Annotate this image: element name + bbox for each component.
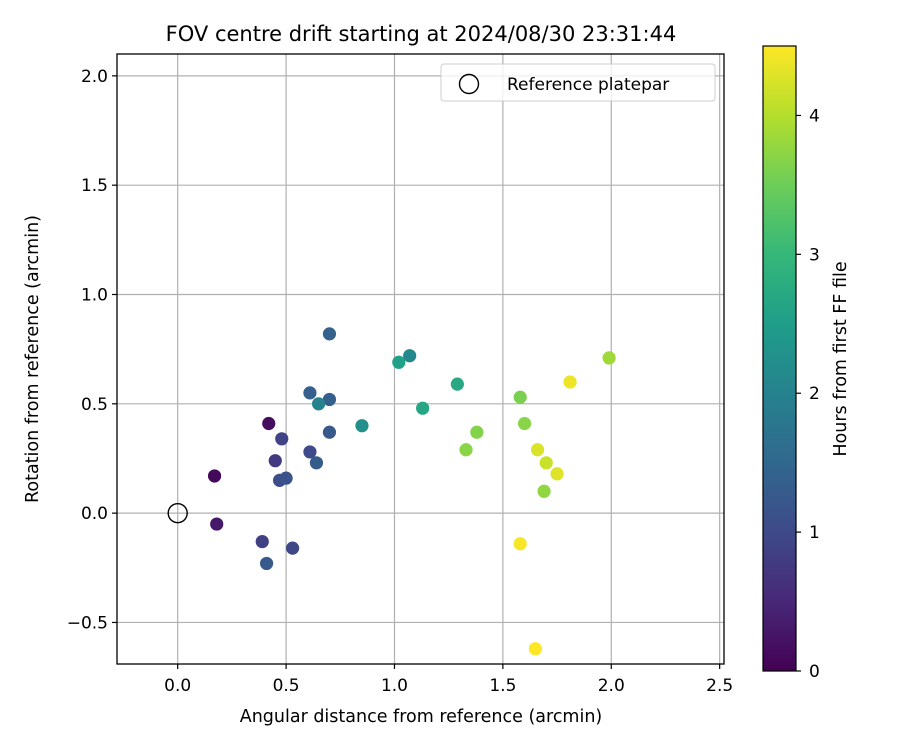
colorbar-label: Hours from first FF file bbox=[831, 261, 851, 456]
data-point bbox=[392, 355, 406, 369]
legend-label-reference: Reference platepar bbox=[507, 75, 669, 95]
data-point bbox=[513, 390, 527, 404]
data-point bbox=[528, 642, 542, 656]
data-point bbox=[322, 392, 337, 407]
y-tick-label: 2.0 bbox=[81, 67, 108, 87]
data-point bbox=[550, 467, 564, 481]
legend: Reference platepar bbox=[440, 63, 716, 102]
data-point bbox=[322, 327, 337, 341]
data-point bbox=[210, 517, 224, 531]
reference-point-marker bbox=[167, 502, 188, 524]
legend-box bbox=[440, 63, 716, 102]
x-axis-ticks: 0.0 0.5 1.0 1.5 2.0 2.5 bbox=[164, 664, 733, 696]
data-points bbox=[207, 327, 616, 656]
data-point bbox=[303, 386, 317, 400]
data-point bbox=[602, 351, 616, 365]
data-point bbox=[539, 456, 553, 470]
data-point bbox=[450, 377, 464, 391]
data-point bbox=[207, 469, 222, 483]
y-tick-label: 1.0 bbox=[81, 286, 108, 306]
x-axis-label: Angular distance from reference (arcmin) bbox=[240, 707, 603, 727]
data-point bbox=[530, 443, 545, 457]
data-point bbox=[459, 443, 473, 457]
data-point bbox=[537, 484, 551, 498]
colorbar-tick-label: 2 bbox=[809, 384, 820, 404]
data-point bbox=[259, 556, 274, 571]
y-axis-ticks: −0.5 0.0 0.5 1.0 1.5 2.0 bbox=[67, 67, 117, 633]
data-point bbox=[416, 401, 430, 415]
chart-title: FOV centre drift starting at 2024/08/30 … bbox=[166, 22, 677, 46]
colorbar-tick-label: 1 bbox=[809, 523, 820, 543]
data-point bbox=[355, 419, 369, 433]
data-point bbox=[513, 537, 527, 551]
x-tick-label: 0.0 bbox=[164, 676, 191, 696]
legend-reference-marker bbox=[458, 73, 480, 95]
data-point bbox=[285, 541, 300, 555]
x-tick-label: 1.5 bbox=[489, 676, 516, 696]
data-point bbox=[403, 349, 417, 363]
grid-lines bbox=[117, 54, 724, 664]
y-tick-label: −0.5 bbox=[67, 613, 108, 633]
data-point bbox=[322, 425, 337, 439]
data-point bbox=[268, 454, 282, 468]
plot-frame bbox=[116, 53, 725, 665]
colorbar-ticks: 0 1 2 3 4 bbox=[796, 106, 820, 682]
y-axis-label: Rotation from reference (arcmin) bbox=[23, 215, 43, 503]
data-point bbox=[312, 397, 326, 411]
x-tick-label: 1.0 bbox=[381, 676, 408, 696]
colorbar-tick-label: 3 bbox=[809, 245, 820, 265]
data-point bbox=[262, 416, 276, 431]
data-point bbox=[303, 445, 317, 459]
colorbar-tick-label: 0 bbox=[809, 662, 820, 682]
colorbar bbox=[762, 45, 797, 672]
data-point bbox=[275, 432, 289, 446]
x-tick-label: 2.0 bbox=[598, 676, 625, 696]
data-point bbox=[309, 456, 324, 470]
y-tick-label: 1.5 bbox=[81, 176, 108, 196]
y-tick-label: 0.5 bbox=[81, 395, 108, 415]
colorbar-tick-label: 4 bbox=[809, 106, 820, 126]
y-tick-label: 0.0 bbox=[81, 504, 108, 524]
x-tick-label: 2.5 bbox=[706, 676, 733, 696]
reference-marker-layer bbox=[167, 502, 188, 524]
x-tick-label: 0.5 bbox=[273, 676, 300, 696]
data-point bbox=[517, 416, 532, 431]
data-point bbox=[255, 534, 269, 549]
data-point bbox=[470, 425, 484, 439]
data-point bbox=[563, 375, 577, 389]
data-point bbox=[279, 471, 293, 485]
